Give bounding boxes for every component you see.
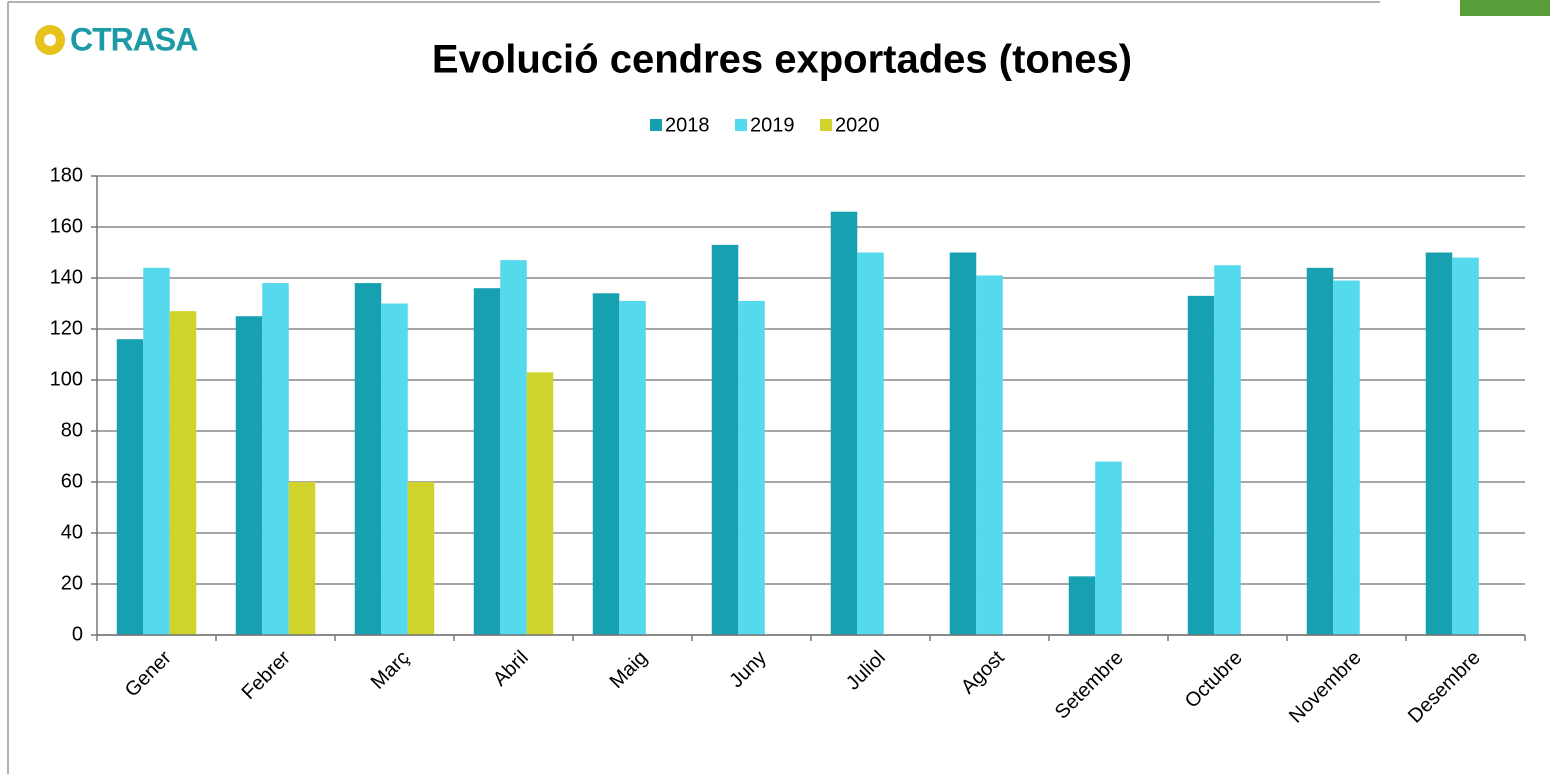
logo: CTRASA [35,21,199,57]
bar [1452,257,1479,635]
bar [235,316,263,635]
bar [1425,252,1453,635]
legend-swatch [735,119,747,131]
y-tick-label: 0 [72,623,83,645]
bar [262,283,289,635]
bar [830,211,858,635]
bar [1333,280,1360,635]
bar [857,252,884,635]
bar [592,293,620,635]
legend-swatch [650,119,662,131]
y-tick-label: 60 [61,470,83,492]
logo-icon-hole [44,34,56,46]
bar [354,283,382,635]
bar [288,482,316,635]
bar [526,372,554,635]
bar [407,482,435,635]
bar [949,252,977,635]
bar [381,303,408,635]
bar [473,288,501,635]
bar [619,300,646,635]
legend-label: 2020 [835,114,880,136]
chart-title: Evolució cendres exportades (tones) [432,38,1132,82]
bar [116,339,144,635]
y-tick-label: 140 [50,266,83,288]
bar [738,300,765,635]
y-tick-label: 80 [61,419,83,441]
bar [976,275,1003,635]
bar [1187,295,1215,635]
corner-tab [1460,0,1550,16]
y-tick-label: 160 [50,215,83,237]
legend-label: 2019 [750,114,795,136]
bar [500,260,527,635]
bar [1068,576,1096,635]
bar [711,244,739,635]
legend-swatch [820,119,832,131]
bar [169,311,197,635]
y-tick-label: 40 [61,521,83,543]
legend-label: 2018 [665,114,710,136]
bar [1306,267,1334,635]
bar [1214,265,1241,635]
bar [1095,461,1122,635]
y-tick-label: 120 [50,317,83,339]
y-tick-label: 100 [50,368,83,390]
bar [143,267,170,635]
y-tick-label: 20 [61,572,83,594]
logo-text: CTRASA [70,21,198,57]
y-tick-label: 180 [50,164,83,186]
